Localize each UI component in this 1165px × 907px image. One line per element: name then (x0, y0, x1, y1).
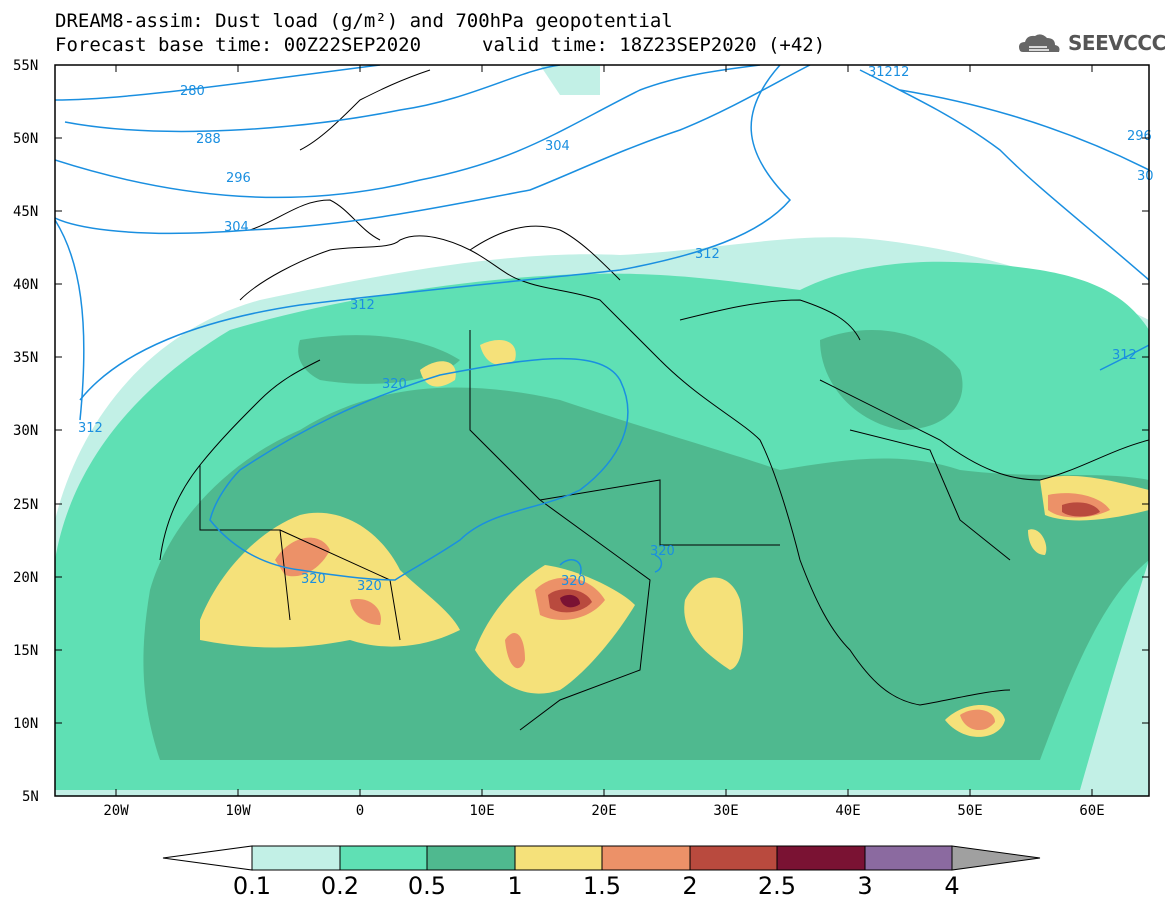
colorbar-label: 3 (857, 872, 872, 900)
lat-label: 20N (13, 570, 38, 586)
lat-label: 10N (13, 716, 38, 732)
colorbar-swatch (689, 845, 778, 871)
contour-label: 320 (301, 572, 326, 587)
lat-label: 15N (13, 643, 38, 659)
colorbar-label: 4 (944, 872, 959, 900)
longitude-axis: 20W 10W 0 10E 20E 30E 40E 50E 60E (103, 65, 1105, 819)
lon-label: 20W (103, 803, 129, 819)
lon-label: 50E (957, 803, 982, 819)
dust-level-2.5 (560, 594, 580, 608)
contour-label: 304 (545, 139, 570, 154)
contour-label: 312 (1112, 348, 1137, 363)
lon-label: 20E (591, 803, 616, 819)
contour-label: 320 (561, 574, 586, 589)
contour-labels: 280 288 296 304 304 312 312 312 312 320 … (78, 65, 1154, 594)
contour-label: 320 (357, 579, 382, 594)
contour-label: 320 (650, 544, 675, 559)
valid-time: valid time: 18Z23SEP2020 (+42) (482, 34, 826, 56)
lat-label: 30N (13, 423, 38, 439)
contour-label: 312 (350, 298, 375, 313)
contour-label: 30 (1137, 169, 1154, 184)
lat-label: 50N (13, 131, 38, 147)
colorbar-swatch (514, 845, 603, 871)
colorbar-low-arrow (162, 845, 253, 871)
colorbar-label: 0.5 (408, 872, 446, 900)
lat-label: 5N (22, 789, 39, 805)
lon-label: 10W (225, 803, 251, 819)
colorbar-label: 2 (682, 872, 697, 900)
contour-label: 31212 (868, 65, 909, 80)
contour-label: 288 (196, 132, 221, 147)
contour-label: 280 (180, 84, 205, 99)
colorbar-swatch (426, 845, 516, 871)
lon-label: 60E (1079, 803, 1104, 819)
colorbar-label: 2.5 (758, 872, 796, 900)
dust-level-1 (200, 512, 460, 648)
lon-label: 0 (356, 803, 364, 819)
lat-label: 55N (13, 58, 38, 74)
colorbar-high-arrow (951, 845, 1041, 871)
contour-label: 312 (695, 247, 720, 262)
logo-text: SEEVCCC (1068, 31, 1165, 55)
dust-level-1.5 (275, 537, 330, 577)
lat-label: 35N (13, 350, 38, 366)
colorbar-swatch (339, 845, 428, 871)
dust-level-0.5 (143, 387, 1149, 760)
lat-label: 40N (13, 277, 38, 293)
lon-label: 40E (835, 803, 860, 819)
colorbar-label: 1 (507, 872, 522, 900)
coastlines (159, 69, 1149, 731)
contour-label: 320 (382, 377, 407, 392)
colorbar-label: 0.2 (321, 872, 359, 900)
latitude-axis: 55N 50N 45N 40N 35N 30N 25N 20N 15N 10N … (13, 58, 1149, 805)
lon-label: 30E (713, 803, 738, 819)
contour-label: 312 (78, 421, 103, 436)
geopotential-contours (55, 65, 1149, 581)
lon-label: 10E (469, 803, 494, 819)
dust-field (55, 65, 1149, 796)
cloud-logo-icon (1019, 34, 1060, 52)
forecast-base-time: Forecast base time: 00Z22SEP2020 (55, 34, 422, 56)
contour-label: 296 (1127, 129, 1152, 144)
colorbar-swatch (776, 845, 866, 871)
contour-label: 304 (224, 220, 249, 235)
chart-title: DREAM8-assim: Dust load (g/m²) and 700hP… (55, 10, 673, 32)
colorbar: 0.1 0.2 0.5 1 1.5 2 2.5 3 4 (162, 845, 1041, 900)
colorbar-label: 1.5 (583, 872, 621, 900)
contour-label: 296 (226, 171, 251, 186)
lat-label: 45N (13, 204, 38, 220)
colorbar-swatch (601, 845, 691, 871)
colorbar-swatch (251, 845, 341, 871)
colorbar-label: 0.1 (233, 872, 271, 900)
lat-label: 25N (13, 497, 38, 513)
colorbar-swatch (864, 845, 953, 871)
